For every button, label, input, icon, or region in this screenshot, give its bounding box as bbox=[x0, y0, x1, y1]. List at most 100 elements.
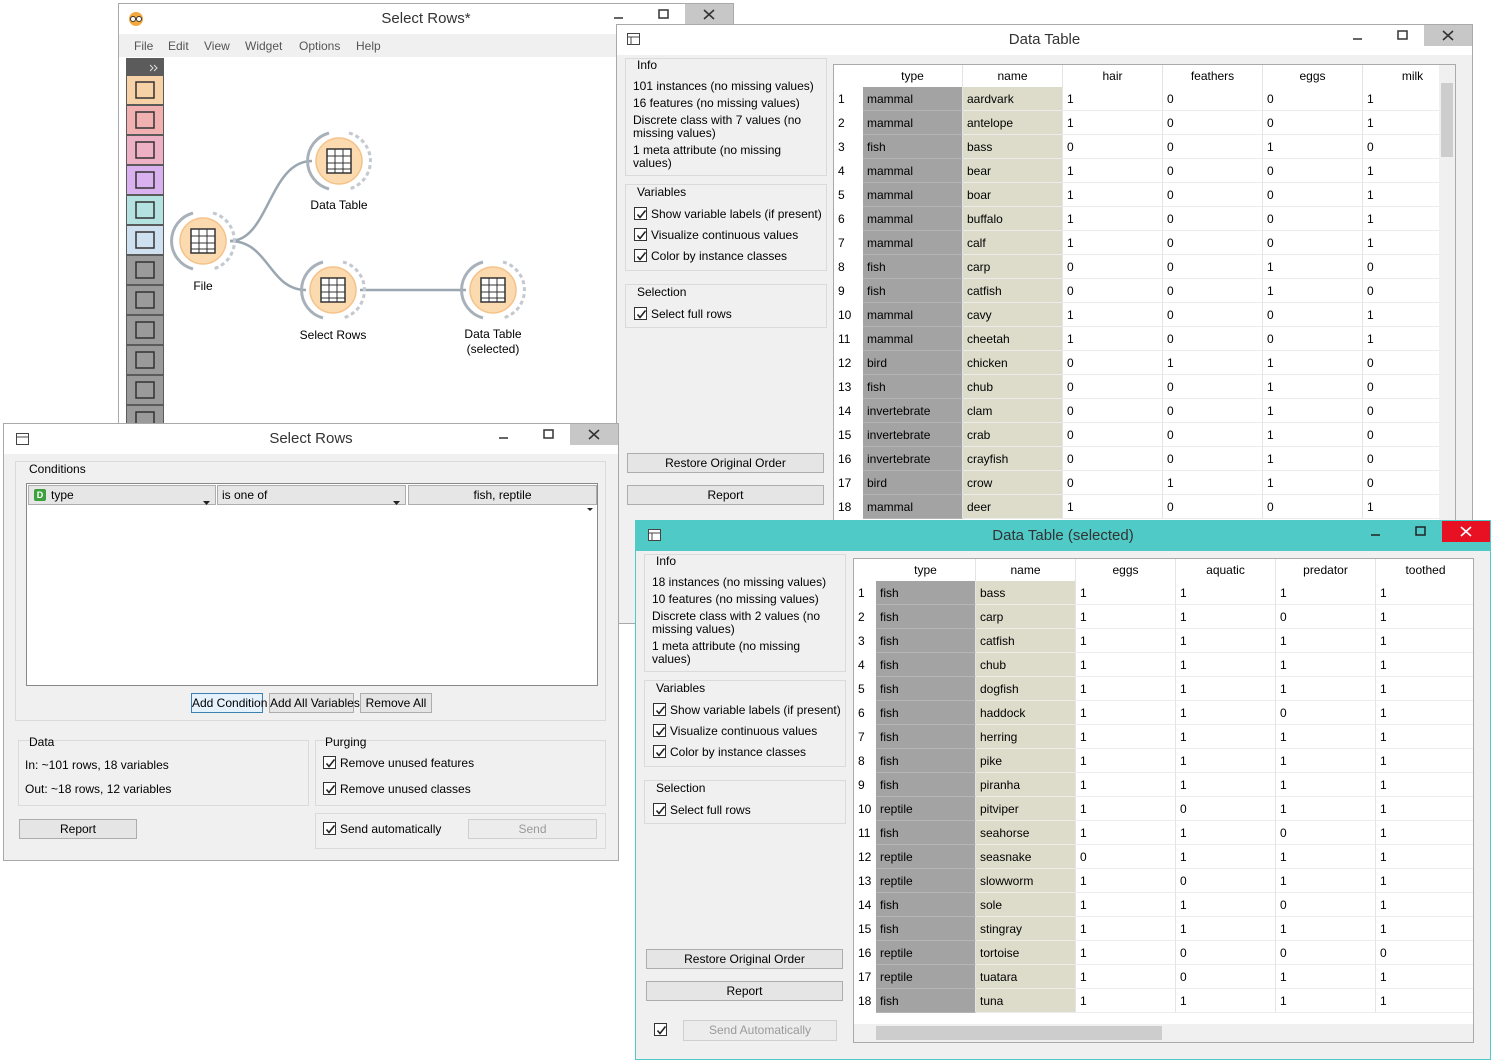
checkbox[interactable] bbox=[323, 822, 336, 835]
close-button[interactable] bbox=[570, 424, 618, 445]
row-number[interactable]: 16 bbox=[834, 447, 863, 471]
cell[interactable]: 1 bbox=[1276, 845, 1376, 869]
scrollbar-thumb[interactable] bbox=[876, 1026, 1162, 1040]
column-header[interactable]: eggs bbox=[1263, 65, 1363, 87]
column-header[interactable]: type bbox=[876, 559, 976, 581]
cell[interactable]: invertebrate bbox=[863, 423, 963, 447]
cell[interactable]: fish bbox=[876, 629, 976, 653]
column-header[interactable]: type bbox=[863, 65, 963, 87]
checkbox[interactable] bbox=[323, 756, 336, 769]
maximize-button[interactable] bbox=[1380, 25, 1426, 46]
cell[interactable]: tuatara bbox=[976, 965, 1076, 989]
row-number[interactable]: 11 bbox=[834, 327, 863, 351]
cell[interactable]: 1 bbox=[1176, 629, 1276, 653]
cell[interactable]: crow bbox=[963, 471, 1063, 495]
cell[interactable]: 1 bbox=[1263, 135, 1363, 159]
cell[interactable]: mammal bbox=[863, 159, 963, 183]
cell[interactable]: 1 bbox=[1176, 677, 1276, 701]
checkbox[interactable] bbox=[653, 724, 666, 737]
cell[interactable]: 1 bbox=[1063, 183, 1163, 207]
cell[interactable]: 1 bbox=[1276, 749, 1376, 773]
cell[interactable]: 0 bbox=[1276, 701, 1376, 725]
cell[interactable]: invertebrate bbox=[863, 447, 963, 471]
cell[interactable]: 1 bbox=[1263, 423, 1363, 447]
row-number[interactable]: 6 bbox=[834, 207, 863, 231]
cell[interactable]: crayfish bbox=[963, 447, 1063, 471]
cell[interactable]: 1 bbox=[1063, 303, 1163, 327]
cell[interactable]: 1 bbox=[1076, 941, 1176, 965]
button[interactable]: Restore Original Order bbox=[646, 949, 843, 969]
row-number[interactable]: 9 bbox=[854, 773, 876, 797]
cell[interactable]: 1 bbox=[1063, 111, 1163, 135]
cell[interactable]: 0 bbox=[1163, 255, 1263, 279]
minimize-button[interactable] bbox=[1352, 521, 1398, 542]
cell[interactable]: sole bbox=[976, 893, 1076, 917]
cell[interactable]: 1 bbox=[1263, 279, 1363, 303]
cell[interactable]: 1 bbox=[1076, 893, 1176, 917]
row-number[interactable]: 15 bbox=[854, 917, 876, 941]
cell[interactable]: catfish bbox=[976, 629, 1076, 653]
cell[interactable]: 0 bbox=[1276, 821, 1376, 845]
cell[interactable]: mammal bbox=[863, 303, 963, 327]
cell[interactable]: 0 bbox=[1276, 605, 1376, 629]
cell[interactable]: bear bbox=[963, 159, 1063, 183]
cell[interactable]: reptile bbox=[876, 845, 976, 869]
cell[interactable]: 1 bbox=[1276, 869, 1376, 893]
cell[interactable]: 1 bbox=[1376, 749, 1474, 773]
node-label[interactable]: Select Rows bbox=[288, 328, 378, 343]
cell[interactable]: 0 bbox=[1163, 303, 1263, 327]
cell[interactable]: fish bbox=[863, 279, 963, 303]
cell[interactable]: chub bbox=[963, 375, 1063, 399]
cell[interactable]: 1 bbox=[1176, 893, 1276, 917]
cell[interactable]: 1 bbox=[1276, 725, 1376, 749]
cell[interactable]: fish bbox=[876, 581, 976, 605]
column-header[interactable]: hair bbox=[1063, 65, 1163, 87]
row-number[interactable]: 4 bbox=[854, 653, 876, 677]
cell[interactable]: 0 bbox=[1163, 495, 1263, 519]
cell[interactable]: reptile bbox=[876, 941, 976, 965]
column-header[interactable]: name bbox=[963, 65, 1063, 87]
cell[interactable]: antelope bbox=[963, 111, 1063, 135]
cell[interactable]: 1 bbox=[1063, 87, 1163, 111]
cell[interactable]: pitviper bbox=[976, 797, 1076, 821]
cell[interactable]: 0 bbox=[1263, 327, 1363, 351]
checkbox[interactable] bbox=[653, 703, 666, 716]
cell[interactable]: 1 bbox=[1376, 605, 1474, 629]
button[interactable]: Restore Original Order bbox=[627, 453, 824, 473]
cell[interactable]: 0 bbox=[1163, 135, 1263, 159]
cell[interactable]: dogfish bbox=[976, 677, 1076, 701]
row-number[interactable]: 12 bbox=[854, 845, 876, 869]
combo-box[interactable]: fish, reptile bbox=[408, 485, 597, 505]
row-number[interactable]: 15 bbox=[834, 423, 863, 447]
cell[interactable]: 0 bbox=[1176, 797, 1276, 821]
cell[interactable]: 1 bbox=[1076, 749, 1176, 773]
cell[interactable]: fish bbox=[876, 821, 976, 845]
cell[interactable]: fish bbox=[876, 605, 976, 629]
cell[interactable]: 1 bbox=[1276, 629, 1376, 653]
cell[interactable]: 0 bbox=[1263, 207, 1363, 231]
row-number[interactable]: 13 bbox=[834, 375, 863, 399]
row-number[interactable]: 2 bbox=[854, 605, 876, 629]
combo-box[interactable]: Dtype bbox=[28, 485, 216, 505]
cell[interactable]: 1 bbox=[1376, 701, 1474, 725]
cell[interactable]: 0 bbox=[1163, 159, 1263, 183]
cell[interactable]: 0 bbox=[1063, 399, 1163, 423]
cell[interactable]: 1 bbox=[1176, 749, 1276, 773]
cell[interactable]: cheetah bbox=[963, 327, 1063, 351]
cell[interactable]: mammal bbox=[863, 111, 963, 135]
cell[interactable]: haddock bbox=[976, 701, 1076, 725]
cell[interactable]: mammal bbox=[863, 183, 963, 207]
row-number[interactable]: 14 bbox=[854, 893, 876, 917]
row-number[interactable]: 13 bbox=[854, 869, 876, 893]
cell[interactable]: 0 bbox=[1176, 869, 1276, 893]
cell[interactable]: 1 bbox=[1176, 773, 1276, 797]
cell[interactable]: 1 bbox=[1376, 725, 1474, 749]
cell[interactable]: fish bbox=[876, 989, 976, 1013]
cell[interactable]: 1 bbox=[1376, 869, 1474, 893]
cell[interactable]: 1 bbox=[1376, 677, 1474, 701]
cell[interactable]: chicken bbox=[963, 351, 1063, 375]
row-number[interactable]: 17 bbox=[854, 965, 876, 989]
cell[interactable]: reptile bbox=[876, 965, 976, 989]
cell[interactable]: 1 bbox=[1276, 581, 1376, 605]
cell[interactable]: 0 bbox=[1263, 183, 1363, 207]
